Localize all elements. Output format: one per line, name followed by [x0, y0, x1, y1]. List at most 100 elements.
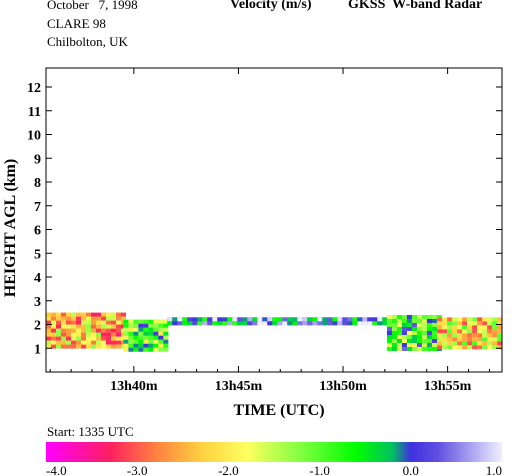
echo-cell — [101, 324, 106, 329]
echo-cell — [487, 321, 493, 326]
colorbar-ticks: -4.0 -3.0 -2.0 -1.0 0.0 1.0 — [46, 463, 502, 476]
echo-cell — [148, 335, 154, 340]
echo-cell — [133, 323, 139, 328]
echo-cell — [237, 317, 243, 322]
echo-cell — [482, 333, 488, 338]
echo-cell — [111, 340, 116, 345]
echo-cell — [106, 320, 111, 325]
echo-cell — [143, 331, 149, 336]
echo-cell — [431, 315, 437, 319]
echo-cell — [106, 312, 111, 317]
echo-cell — [497, 317, 502, 322]
echo-cell — [106, 336, 111, 341]
echo-cell — [56, 328, 61, 333]
echo-cell — [467, 325, 473, 330]
echo-cell — [257, 317, 263, 322]
echo-cell — [86, 324, 91, 329]
echo-cell — [86, 312, 91, 317]
echo-cell — [217, 321, 223, 326]
echo-cell — [143, 339, 149, 344]
echo-cell — [426, 315, 432, 319]
site-label: Chilbolton, UK — [47, 34, 128, 49]
echo-cell — [71, 324, 76, 329]
echo-cell — [61, 340, 66, 345]
echo-cell — [421, 347, 427, 351]
echo-cell — [96, 344, 101, 349]
echo-cell — [462, 337, 468, 342]
echo-cell — [138, 343, 144, 348]
echo-cell — [396, 327, 402, 331]
echo-cell — [391, 323, 397, 327]
echo-cell — [382, 321, 388, 326]
echo-cell — [421, 327, 427, 331]
echo-cell — [66, 344, 71, 349]
echo-cell — [242, 321, 248, 326]
echo-cell — [492, 333, 498, 338]
echo-cell — [148, 331, 154, 336]
echo-cell — [133, 319, 139, 324]
echo-cell — [467, 337, 473, 342]
echo-cell — [442, 333, 448, 338]
echo-cell — [56, 340, 61, 345]
echo-cell — [492, 317, 498, 322]
echo-cell — [61, 316, 66, 321]
echo-cell — [401, 343, 407, 347]
echo-cell — [411, 331, 417, 335]
echo-cell — [462, 341, 468, 346]
echo-cell — [143, 347, 149, 352]
echo-cell — [487, 345, 493, 350]
echo-cell — [401, 347, 407, 351]
echo-cell — [477, 325, 483, 330]
echo-cell — [177, 321, 183, 326]
echo-cell — [71, 336, 76, 341]
echo-cell — [467, 317, 473, 322]
echo-cell — [158, 347, 164, 352]
echo-cell — [81, 336, 86, 341]
echo-cell — [192, 317, 198, 322]
x-axis-label: TIME (UTC) — [233, 402, 324, 419]
echo-cell — [128, 331, 134, 336]
echo-cell — [61, 328, 66, 333]
echo-cell — [416, 319, 422, 323]
echo-cell — [472, 337, 478, 342]
echo-cell — [482, 321, 488, 326]
echo-cell — [128, 319, 134, 324]
echo-cell — [396, 331, 402, 335]
chart-title: Velocity (m/s) — [230, 0, 312, 12]
echo-cell — [426, 335, 432, 339]
echo-cell — [497, 329, 502, 334]
echo-cell — [81, 332, 86, 337]
echo-cell — [442, 325, 448, 330]
echo-cell — [411, 339, 417, 343]
echo-cell — [447, 325, 453, 330]
echo-cell — [287, 317, 293, 322]
echo-cell — [347, 321, 353, 326]
echo-cell — [447, 333, 453, 338]
echo-cell — [133, 331, 139, 336]
echo-cell — [56, 320, 61, 325]
echo-cell — [56, 324, 61, 329]
echo-cell — [51, 324, 56, 329]
echo-cell — [457, 337, 463, 342]
echo-cell — [431, 331, 437, 335]
echo-cell — [133, 327, 139, 332]
echo-cell — [477, 345, 483, 350]
echo-cell — [452, 341, 458, 346]
echo-cell — [101, 344, 106, 349]
echo-cell — [101, 312, 106, 317]
echo-cell — [426, 339, 432, 343]
echo-cell — [51, 344, 56, 349]
echo-cell — [442, 317, 448, 322]
echo-cell — [487, 341, 493, 346]
echo-cell — [462, 329, 468, 334]
echo-cell — [421, 331, 427, 335]
echo-cell — [81, 324, 86, 329]
echo-cell — [462, 317, 468, 322]
y-tick-label: 2 — [34, 319, 41, 334]
echo-cell — [386, 331, 392, 335]
echo-cell — [153, 323, 159, 328]
y-tick-label: 10 — [27, 129, 41, 144]
echo-cell — [416, 327, 422, 331]
echo-cell — [61, 332, 66, 337]
echo-cell — [116, 344, 121, 349]
